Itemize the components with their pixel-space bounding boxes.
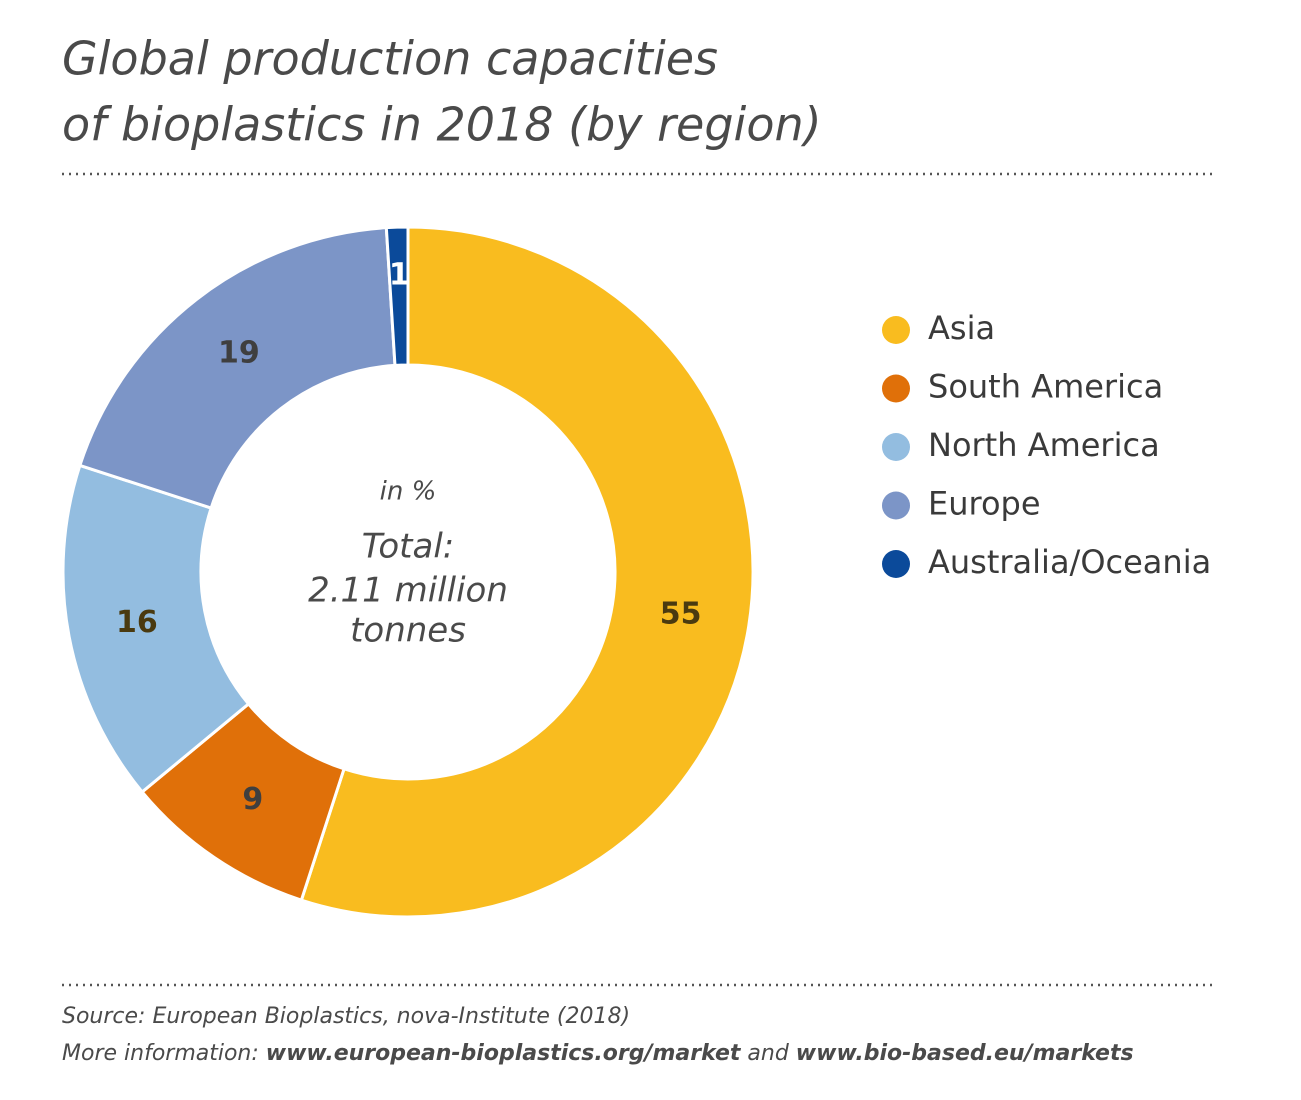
link[interactable]: www.european-bioplastics.org/market (266, 1041, 742, 1066)
total-label: tonnes (350, 611, 466, 651)
legend-label: Europe (928, 485, 1041, 523)
chart-title: of bioplastics in 2018 (by region) (62, 98, 822, 152)
legend-label: South America (928, 368, 1163, 406)
legend-swatch (882, 433, 910, 461)
source: Source: European Bioplastics, nova-Insti… (62, 1004, 630, 1029)
legend-swatch (882, 316, 910, 344)
link[interactable]: www.bio-based.eu/markets (796, 1041, 1134, 1066)
legend-swatch (882, 491, 910, 520)
legend-swatch (882, 374, 910, 403)
data-label: 9 (242, 782, 263, 817)
data-label: 1 (389, 258, 410, 293)
total-label: 2.11 million (308, 571, 508, 611)
donut-slice (384, 225, 410, 367)
data-label: 19 (218, 335, 260, 370)
more-info-text: More information: (62, 1041, 266, 1066)
donut-slice (299, 225, 755, 919)
more-info: More information: www.european-bioplasti… (62, 1041, 1134, 1066)
chart-title: Global production capacities (62, 32, 718, 86)
donut-slice (61, 463, 251, 795)
more-info-text: and (740, 1041, 795, 1066)
legend-swatch (882, 550, 910, 578)
data-label: 55 (660, 597, 702, 632)
total-label: Total: (362, 527, 454, 567)
legend-label: Asia (928, 309, 995, 347)
legend-label: North America (928, 426, 1160, 464)
donut-slice (77, 226, 397, 510)
center-label: in % (380, 477, 437, 507)
data-label: 16 (116, 605, 158, 640)
legend-label: Australia/Oceania (928, 543, 1211, 581)
